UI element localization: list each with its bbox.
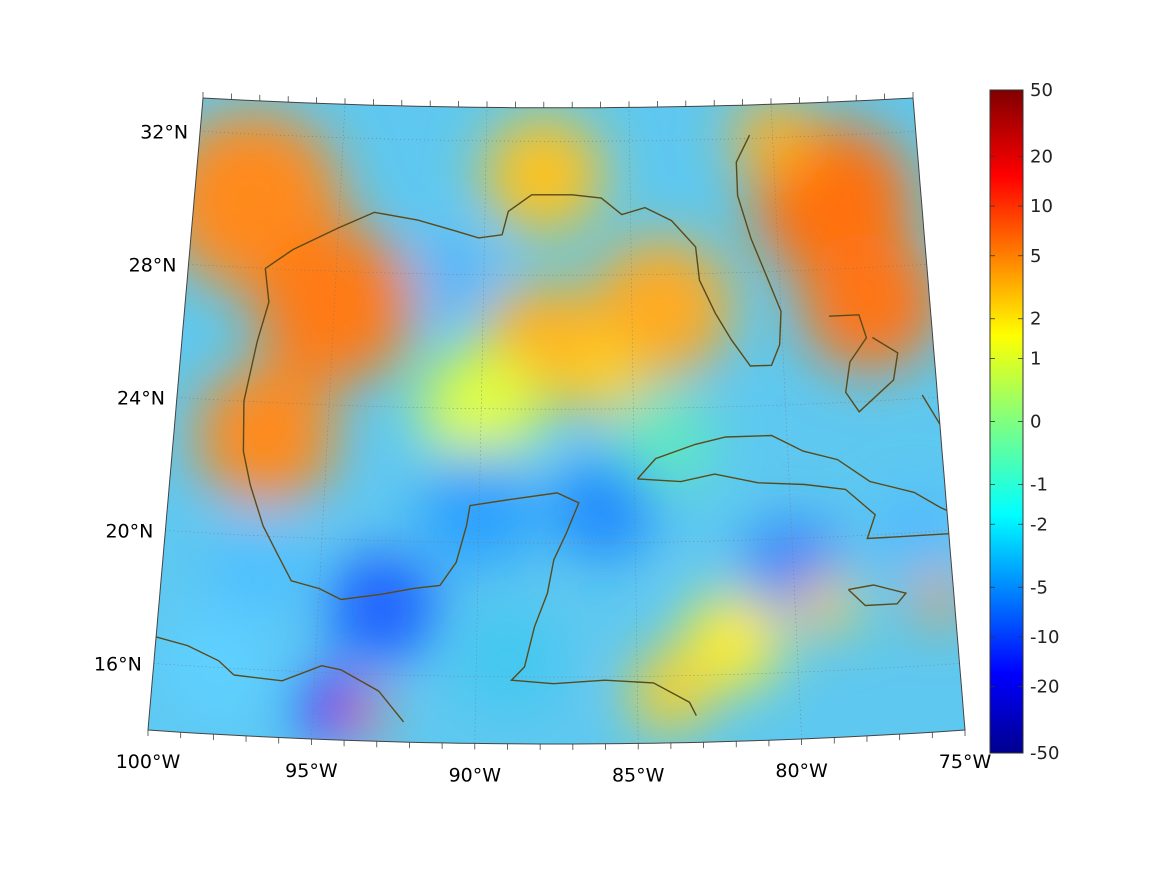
frame-ticks — [147, 92, 966, 750]
lon-label-80w: 80°W — [775, 760, 828, 782]
field-blob — [207, 519, 308, 620]
colorbar: 50 20 10 5 2 1 0 -1 -2 -5 -10 -20 -50 — [989, 80, 1059, 764]
colorbar-label-0: 0 — [1030, 412, 1041, 433]
colorbar-gradient — [989, 89, 1024, 754]
colorbar-label-5: 5 — [1030, 246, 1041, 267]
field-blob — [196, 365, 337, 506]
colorbar-label-neg2: -2 — [1030, 514, 1048, 535]
parallel-line — [176, 397, 938, 410]
field-blob — [796, 573, 857, 634]
lat-label-16: 16°N — [94, 653, 142, 675]
map-area — [148, 98, 965, 744]
field-blob — [553, 459, 654, 560]
colorbar-label-10: 10 — [1030, 196, 1053, 217]
coastline-segment — [233, 664, 405, 723]
coastline-segment — [242, 268, 697, 716]
field-blob — [591, 237, 732, 378]
coastline-segment — [264, 134, 782, 367]
lon-label-95w: 95°W — [285, 760, 338, 782]
field-blob — [419, 449, 540, 570]
field-blob — [483, 114, 604, 235]
field-blob — [799, 230, 940, 371]
colorbar-label-neg1: -1 — [1030, 474, 1048, 495]
lon-label-100w: 100°W — [116, 751, 181, 773]
lon-label-75w: 75°W — [939, 751, 992, 773]
lat-label-28: 28°N — [129, 254, 177, 276]
colorbar-label-1: 1 — [1030, 349, 1041, 370]
colorbar-labels: 50 20 10 5 2 1 0 -1 -2 -5 -10 -20 -50 — [1030, 80, 1059, 764]
field-blob — [562, 335, 643, 416]
colorbar-label-neg10: -10 — [1030, 627, 1059, 648]
latitude-labels: 32°N 28°N 24°N 20°N 16°N — [94, 121, 188, 675]
map-gridlines — [153, 104, 960, 744]
field-blob — [327, 552, 438, 663]
field-blob — [339, 692, 384, 737]
field-blob — [458, 610, 559, 711]
lat-label-24: 24°N — [117, 387, 165, 409]
colorbar-label-2: 2 — [1030, 309, 1041, 330]
colorbar-label-neg50: -50 — [1030, 743, 1059, 764]
lat-label-20: 20°N — [105, 520, 153, 542]
lat-label-32: 32°N — [140, 121, 188, 143]
field-blob — [913, 572, 964, 623]
field-shading — [158, 98, 964, 742]
coastline-segment — [847, 584, 908, 607]
parallel-line — [200, 130, 916, 142]
colorbar-label-50: 50 — [1030, 80, 1053, 101]
colorbar-label-neg5: -5 — [1030, 577, 1048, 598]
longitude-labels: 100°W 95°W 90°W 85°W 80°W 75°W — [116, 751, 992, 786]
coastline-segment — [636, 434, 965, 540]
colorbar-label-20: 20 — [1030, 146, 1053, 167]
lon-label-85w: 85°W — [612, 764, 665, 786]
field-blob — [614, 391, 715, 492]
coastline-segment — [155, 636, 235, 676]
colorbar-ticks — [990, 89, 1023, 754]
coastline-segment — [829, 314, 899, 413]
field-blob — [419, 239, 490, 310]
lon-label-90w: 90°W — [449, 764, 502, 786]
colorbar-label-neg20: -20 — [1030, 677, 1059, 698]
field-blob — [254, 224, 415, 385]
field-blob — [629, 652, 710, 733]
field-blob — [682, 590, 783, 691]
